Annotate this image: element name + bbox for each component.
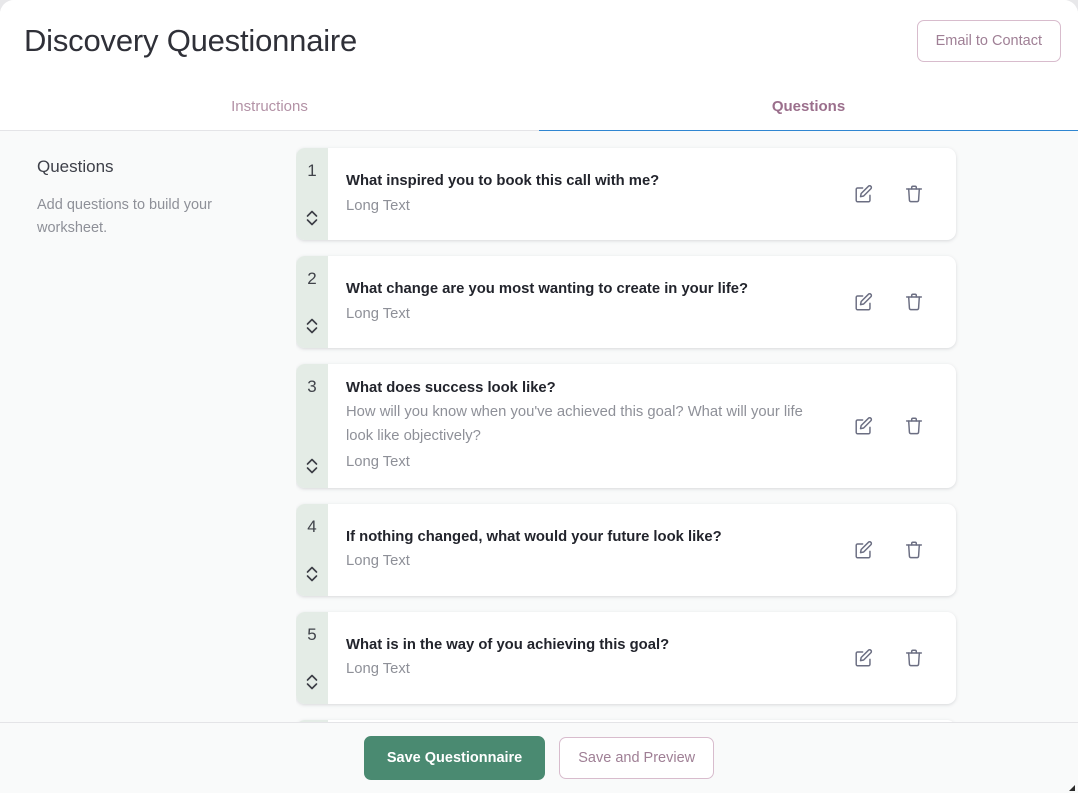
edit-icon[interactable]	[852, 290, 876, 314]
save-questionnaire-button[interactable]: Save Questionnaire	[363, 736, 546, 780]
page-title: Discovery Questionnaire	[24, 22, 358, 58]
question-number: 2	[307, 269, 317, 288]
question-text: What does success look like? How will yo…	[346, 378, 852, 474]
tab-bar: Instructions Questions	[0, 82, 1078, 132]
trash-icon[interactable]	[902, 182, 926, 206]
question-title: What inspired you to book this call with…	[346, 173, 660, 190]
question-main: What does success look like? How will yo…	[328, 364, 956, 488]
question-text: If nothing changed, what would your futu…	[346, 527, 852, 573]
question-actions	[852, 538, 948, 562]
question-type: Long Text	[346, 305, 410, 322]
trash-icon[interactable]	[902, 538, 926, 562]
sort-updown-icon[interactable]	[305, 564, 319, 584]
question-type: Long Text	[346, 197, 410, 214]
question-number-strip: 1	[296, 148, 328, 240]
trash-icon[interactable]	[902, 646, 926, 670]
sort-updown-icon[interactable]	[305, 672, 319, 692]
question-main: What inspired you to book this call with…	[328, 148, 956, 240]
edit-icon[interactable]	[852, 646, 876, 670]
question-number-strip: 2	[296, 256, 328, 348]
question-type: Long Text	[346, 553, 410, 570]
action-footer: Save Questionnaire Save and Preview	[0, 722, 1078, 793]
question-actions	[852, 290, 948, 314]
question-type: Long Text	[346, 454, 410, 471]
question-actions	[852, 646, 948, 670]
question-main: What change are you most wanting to crea…	[328, 256, 956, 348]
question-number: 3	[307, 377, 317, 396]
sort-updown-icon[interactable]	[305, 208, 319, 228]
page-body: Questions Add questions to build your wo…	[0, 131, 1078, 793]
sidebar-title: Questions	[37, 157, 114, 176]
resize-grip-icon[interactable]	[1068, 784, 1076, 792]
question-description: How will you know when you've achieved t…	[346, 404, 803, 445]
question-number: 1	[307, 161, 317, 180]
tab-questions[interactable]: Questions	[539, 82, 1078, 132]
question-text: What is in the way of you achieving this…	[346, 635, 852, 681]
sort-updown-icon[interactable]	[305, 456, 319, 476]
question-number-strip: 5	[296, 611, 328, 704]
question-text: What inspired you to book this call with…	[346, 171, 852, 217]
question-card[interactable]: 4 If nothing changed, what would your fu…	[296, 503, 956, 596]
question-title: What does success look like?	[346, 380, 556, 396]
question-actions	[852, 182, 948, 206]
question-main: If nothing changed, what would your futu…	[328, 504, 956, 596]
save-and-preview-button[interactable]: Save and Preview	[559, 737, 715, 779]
question-number: 4	[307, 516, 317, 536]
questions-list[interactable]: 1 What inspired you to book this call wi…	[296, 131, 1078, 793]
sidebar: Questions Add questions to build your wo…	[0, 131, 296, 793]
question-card[interactable]: 5 What is in the way of you achieving th…	[296, 611, 956, 704]
question-card[interactable]: 3 What does success look like? How will …	[296, 364, 956, 488]
question-number-strip: 3	[296, 364, 328, 488]
trash-icon[interactable]	[902, 290, 926, 314]
email-to-contact-button[interactable]: Email to Contact	[916, 20, 1061, 62]
question-type: Long Text	[346, 661, 410, 678]
question-title: What is in the way of you achieving this…	[346, 636, 670, 653]
edit-icon[interactable]	[852, 538, 876, 562]
edit-icon[interactable]	[852, 182, 876, 206]
page-header: Discovery Questionnaire Email to Contact	[0, 0, 1078, 82]
question-number: 5	[307, 624, 317, 644]
question-actions	[852, 414, 948, 438]
question-title: If nothing changed, what would your futu…	[346, 528, 722, 545]
question-main: What is in the way of you achieving this…	[328, 612, 956, 704]
question-title: What change are you most wanting to crea…	[346, 281, 749, 298]
sidebar-description: Add questions to build your worksheet.	[37, 197, 212, 237]
question-text: What change are you most wanting to crea…	[346, 279, 852, 325]
question-card[interactable]: 1 What inspired you to book this call wi…	[296, 148, 956, 240]
sort-updown-icon[interactable]	[305, 316, 319, 336]
question-card[interactable]: 2 What change are you most wanting to cr…	[296, 256, 956, 348]
trash-icon[interactable]	[902, 414, 926, 438]
question-number-strip: 4	[296, 503, 328, 596]
tab-instructions[interactable]: Instructions	[231, 98, 308, 115]
edit-icon[interactable]	[852, 414, 876, 438]
